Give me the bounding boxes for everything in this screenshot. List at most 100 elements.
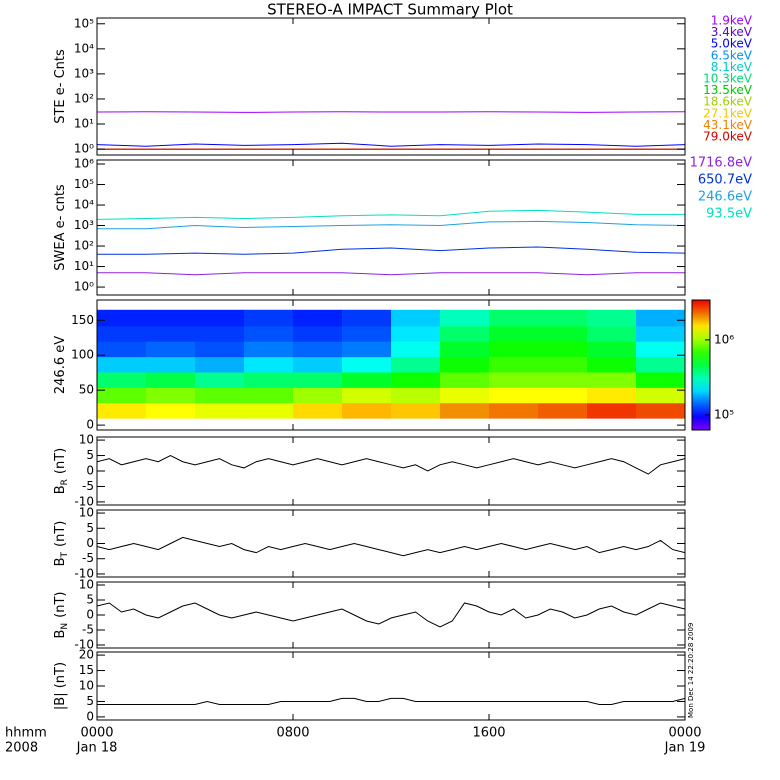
y-axis-label-unit: (nT) (53, 521, 68, 547)
legend-entry: 27.1keV (703, 106, 753, 120)
heat-cell (489, 402, 539, 419)
y-tick-label: 5 (86, 521, 94, 535)
y-tick-label: 20 (79, 648, 94, 662)
heat-cell (489, 309, 539, 327)
heat-cell (489, 341, 539, 358)
y-axis-label-sub: R (60, 479, 70, 485)
legend-entry: 18.6keV (703, 95, 753, 109)
y-axis-label-unit: (nT) (53, 592, 68, 618)
y-axis-label: |B| (nT) (53, 662, 68, 710)
heat-cell (195, 371, 245, 388)
y-axis-label: STE e- Cnts (53, 49, 68, 124)
legend-entry: 10.3keV (703, 72, 753, 86)
data-line (97, 220, 685, 230)
y-axis-label-main: SWEA e- cnts (53, 184, 68, 271)
heat-cell (97, 309, 147, 327)
y-axis-label-main: B (53, 485, 68, 494)
y-tick-label: -10 (74, 638, 94, 652)
heat-cell (146, 402, 196, 419)
panel-frame (96, 159, 686, 296)
chart-title: STEREO-A IMPACT Summary Plot (267, 1, 513, 19)
heat-cell (391, 309, 441, 327)
heat-cell (587, 309, 637, 327)
heat-cell (636, 325, 685, 342)
heat-cell (97, 371, 147, 388)
y-axis-label: BT (nT) (53, 521, 70, 567)
heat-cell (587, 341, 637, 358)
panel-frame (96, 651, 686, 721)
heat-cell (440, 341, 490, 358)
heat-cell (342, 371, 392, 388)
heat-cell (538, 387, 588, 404)
y-tick-label: -5 (82, 623, 94, 637)
panel-frame (96, 436, 686, 506)
heat-cell (244, 387, 294, 404)
x-tick-label: 0000 (668, 726, 701, 741)
heat-cell (146, 341, 196, 358)
y-tick-label: 10³ (74, 66, 94, 80)
heat-cell (489, 387, 539, 404)
heat-cell (538, 341, 588, 358)
heat-cell (636, 371, 685, 388)
panel-frame (96, 509, 686, 578)
data-line (97, 602, 685, 628)
y-tick-label: 5 (86, 448, 94, 462)
heat-cell (146, 387, 196, 404)
legend-entry: 3.4keV (711, 25, 753, 39)
data-line (97, 246, 685, 255)
y-tick-label: -5 (82, 551, 94, 565)
y-tick-label: 10¹ (74, 117, 94, 131)
data-line (97, 272, 685, 276)
y-tick-label: 10 (79, 506, 94, 520)
y-tick-label: 0 (86, 418, 94, 432)
y-axis-label: BR (nT) (53, 448, 70, 495)
y-axis-label-sub: N (60, 623, 70, 630)
heat-cell (195, 402, 245, 419)
y-tick-label: 0 (86, 536, 94, 550)
y-axis-label-main: |B| (nT) (53, 662, 68, 710)
heat-cell (587, 371, 637, 388)
legend-entry: 6.5keV (711, 48, 753, 62)
colorbar (691, 299, 711, 431)
heat-cell (293, 402, 343, 419)
heat-cell (636, 309, 685, 327)
heat-cell (244, 325, 294, 342)
heat-cell (489, 325, 539, 342)
heat-cell (440, 325, 490, 342)
heat-cell (342, 387, 392, 404)
y-tick-label: 10⁶ (74, 157, 94, 171)
y-tick-label: 10 (79, 433, 94, 447)
heat-cell (97, 341, 147, 358)
heat-cell (391, 387, 441, 404)
heat-cell (587, 325, 637, 342)
y-tick-label: -10 (74, 494, 94, 508)
heat-cell (293, 325, 343, 342)
data-line (97, 454, 685, 475)
y-axis-label-sub: T (60, 551, 70, 558)
heat-cell (146, 356, 196, 373)
heat-cell (538, 325, 588, 342)
heat-cell (538, 402, 588, 419)
y-tick-label: 150 (71, 313, 94, 327)
y-tick-label: 5 (86, 593, 94, 607)
x-tick-label: 0800 (276, 726, 309, 741)
heat-cell (293, 341, 343, 358)
colorbar-tick-label: 10⁵ (714, 407, 734, 421)
heat-cell (538, 309, 588, 327)
heat-cell (293, 387, 343, 404)
heat-cell (440, 371, 490, 388)
heat-cell (97, 356, 147, 373)
y-tick-label: -10 (74, 566, 94, 580)
heat-cell (244, 371, 294, 388)
heat-cell (440, 402, 490, 419)
heat-cell (244, 341, 294, 358)
y-tick-label: 100 (71, 348, 94, 362)
x-tick-label: 1600 (472, 726, 505, 741)
y-tick-label: 10⁵ (74, 177, 94, 191)
heat-cell (489, 356, 539, 373)
heat-cell (244, 356, 294, 373)
legend-entry: 1716.8eV (690, 156, 752, 171)
x-axis-label: hhmm (5, 726, 47, 741)
heat-cell (440, 309, 490, 327)
